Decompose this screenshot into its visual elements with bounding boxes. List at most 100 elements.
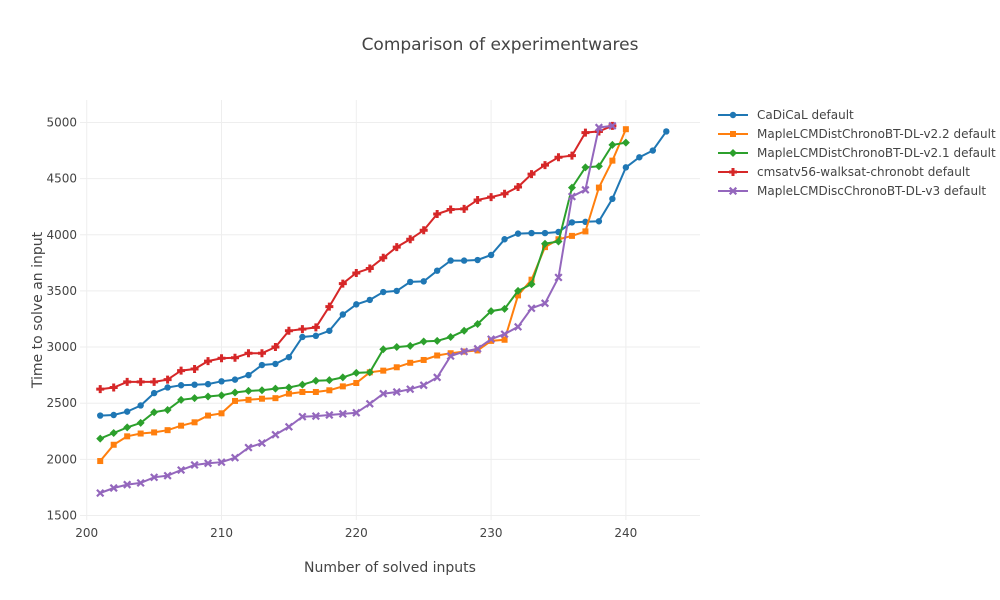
data-point [284,422,293,431]
series-4 [96,121,617,394]
data-point [473,320,482,329]
legend-item[interactable]: MapleLCMDiscChronoBT-DL-v3 default [718,184,986,198]
legend-marker [729,149,737,157]
data-point [123,377,132,386]
data-point [164,384,171,391]
data-point [109,428,118,437]
data-point [609,157,616,164]
data-point [540,299,550,308]
data-point [528,229,535,237]
data-point [514,286,523,295]
data-point [339,311,347,318]
data-point [513,322,523,331]
data-point [96,434,105,443]
data-point [527,304,536,313]
data-point [123,423,132,432]
chart-title: Comparison of experimentwares [362,35,639,55]
data-point [528,276,535,283]
data-point [595,184,602,191]
data-point [150,473,159,482]
legend-label: CaDiCaL default [757,108,854,122]
data-point [285,390,292,397]
x-tick-label: 210 [210,526,233,540]
data-point [353,379,360,386]
data-point [568,232,575,239]
data-point [326,327,333,334]
data-point [514,230,522,237]
data-point [271,384,280,393]
y-tick-label: 2000 [46,452,77,466]
data-point [218,410,225,417]
data-point [393,287,400,295]
data-point [581,163,590,172]
data-point [379,345,388,354]
legend-item[interactable]: MapleLCMDistChronoBT-DL-v2.2 default [718,127,996,141]
data-point [649,147,657,154]
data-point [406,341,415,350]
data-point [622,164,630,171]
data-point [554,153,563,162]
data-point [352,268,361,277]
data-point [406,235,415,244]
data-point [312,332,320,340]
data-point [163,405,172,414]
data-point [217,391,226,400]
data-point [514,183,523,192]
data-point [178,422,185,429]
data-point [284,326,293,335]
data-point [232,397,238,404]
data-point [190,394,199,403]
data-point [594,162,603,171]
data-point [501,236,508,243]
data-point [177,366,186,375]
data-point [338,373,347,382]
data-point [244,443,253,452]
data-point [515,292,522,299]
data-point [124,433,131,440]
data-point [338,409,347,418]
data-point [447,257,454,264]
x-tick-label: 230 [480,526,503,540]
data-point [487,307,496,316]
data-point [150,408,159,417]
legend-item[interactable]: MapleLCMDistChronoBT-DL-v2.1 default [718,146,996,160]
data-point [407,278,414,286]
data-point [311,376,320,385]
data-point [204,357,213,366]
data-point [488,337,495,344]
grid [80,100,700,520]
data-point [136,418,145,427]
data-point [271,343,280,352]
legend-item[interactable]: CaDiCaL default [718,108,854,122]
data-point [123,480,132,489]
data-point [352,368,361,377]
data-point [447,350,454,357]
data-point [163,375,172,384]
data-point [567,192,577,201]
data-point [392,243,401,252]
data-point [338,279,347,288]
data-point [177,382,185,389]
data-point [299,388,306,395]
data-point [311,323,320,332]
data-point [96,488,105,498]
data-point [500,304,509,313]
data-point [205,412,212,419]
x-tick-label: 220 [345,526,368,540]
data-point [257,386,266,395]
data-point [191,419,198,426]
data-point [326,387,333,394]
plot-area [96,121,670,498]
data-point [473,195,482,204]
data-point [379,253,388,262]
x-axis-ticks: 200 210 220 230 240 [75,526,637,540]
data-point [366,296,373,304]
legend-item[interactable]: cmsatv56-walksat-chronobt default [718,165,970,179]
data-point [609,195,616,203]
data-point [97,458,104,465]
legend-label: MapleLCMDistChronoBT-DL-v2.1 default [757,146,996,160]
data-point [204,392,213,401]
data-point [352,408,361,417]
data-point [554,273,563,282]
data-point [204,380,212,388]
